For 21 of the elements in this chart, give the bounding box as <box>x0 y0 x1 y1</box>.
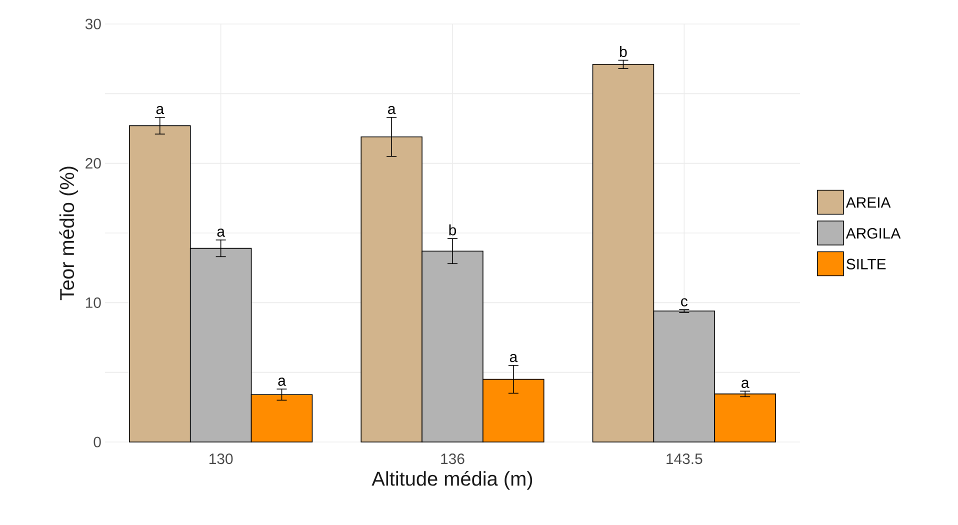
data-label: b <box>449 224 456 236</box>
x-tick-label: 143.5 <box>666 454 702 464</box>
legend-label: AREIA <box>846 197 891 208</box>
y-tick-label: 10 <box>86 297 101 308</box>
data-label: a <box>156 106 164 114</box>
data-label: c <box>681 298 688 306</box>
x-tick-label: 136 <box>441 454 464 464</box>
data-label: a <box>388 106 396 114</box>
data-label: a <box>510 354 518 362</box>
x-tick-label: 130 <box>210 454 233 464</box>
data-label: b <box>620 46 627 58</box>
x-axis-title: Altitude média (m) <box>372 470 532 490</box>
legend-label: ARGILA <box>846 228 901 239</box>
data-label: a <box>742 380 750 388</box>
legend-label: SILTE <box>846 258 886 270</box>
data-label: a <box>217 228 225 237</box>
data-label: a <box>278 378 286 386</box>
y-tick-label: 0 <box>94 436 101 448</box>
y-axis-title: Teor médio (%) <box>59 166 78 300</box>
y-tick-label: 20 <box>86 158 101 169</box>
y-tick-label: 30 <box>85 18 101 30</box>
